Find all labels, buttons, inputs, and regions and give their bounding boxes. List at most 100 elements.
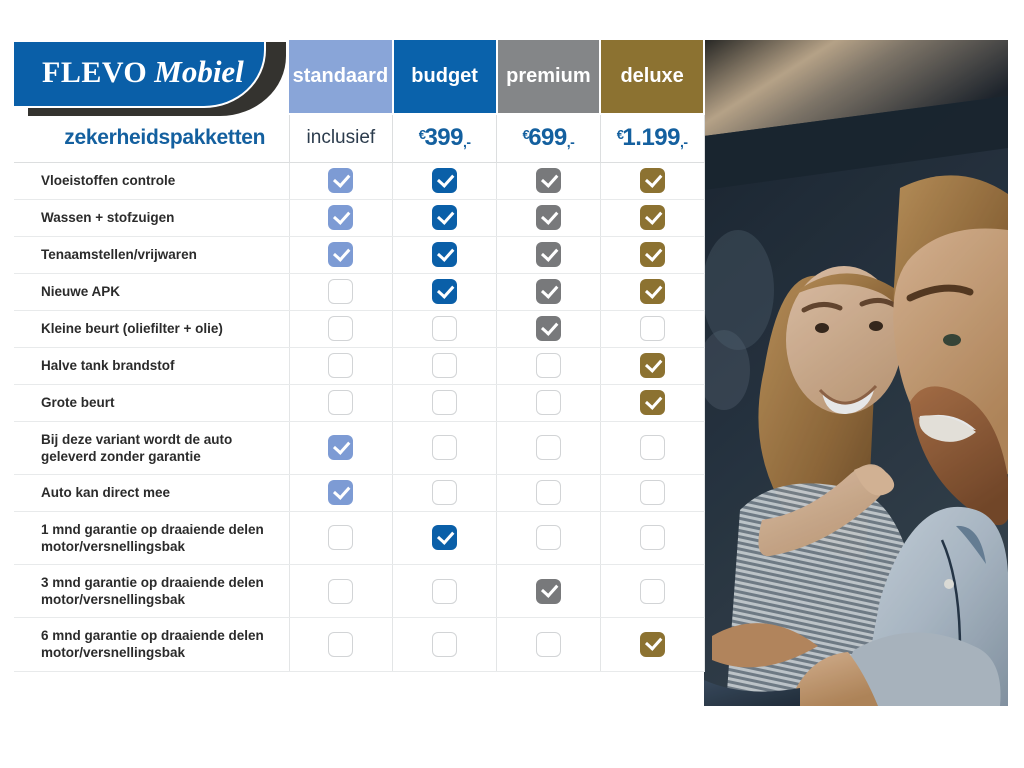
- checkbox-unchecked-icon[interactable]: [432, 480, 458, 506]
- checkbox-unchecked-icon[interactable]: [432, 390, 458, 415]
- feature-cell-budget[interactable]: [392, 199, 497, 237]
- checkbox-unchecked-icon[interactable]: [328, 578, 354, 604]
- checkbox-unchecked-icon[interactable]: [328, 316, 354, 341]
- feature-cell-standaard[interactable]: [289, 421, 394, 475]
- checkbox-checked-icon[interactable]: [535, 242, 561, 267]
- feature-cell-deluxe[interactable]: [600, 421, 705, 475]
- feature-cell-standaard[interactable]: [289, 384, 394, 422]
- feature-cell-deluxe[interactable]: [600, 162, 705, 200]
- checkbox-unchecked-icon[interactable]: [432, 631, 458, 657]
- feature-cell-standaard[interactable]: [289, 273, 394, 311]
- package-header-standaard[interactable]: standaard: [289, 40, 394, 115]
- feature-cell-deluxe[interactable]: [600, 199, 705, 237]
- checkbox-unchecked-icon[interactable]: [535, 390, 561, 415]
- feature-cell-premium[interactable]: [496, 310, 601, 348]
- checkbox-checked-icon[interactable]: [639, 353, 665, 378]
- checkbox-checked-icon[interactable]: [432, 168, 458, 193]
- checkbox-unchecked-icon[interactable]: [639, 525, 665, 551]
- feature-cell-deluxe[interactable]: [600, 347, 705, 385]
- feature-cell-budget[interactable]: [392, 474, 497, 512]
- feature-cell-deluxe[interactable]: [600, 236, 705, 274]
- checkbox-unchecked-icon[interactable]: [535, 525, 561, 551]
- feature-cell-premium[interactable]: [496, 511, 601, 566]
- checkbox-checked-icon[interactable]: [328, 480, 354, 506]
- feature-cell-budget[interactable]: [392, 384, 497, 422]
- feature-cell-budget[interactable]: [392, 347, 497, 385]
- feature-cell-premium[interactable]: [496, 199, 601, 237]
- checkbox-checked-icon[interactable]: [328, 435, 354, 461]
- feature-cell-standaard[interactable]: [289, 162, 394, 200]
- checkbox-checked-icon[interactable]: [639, 631, 665, 657]
- checkbox-checked-icon[interactable]: [432, 279, 458, 304]
- checkbox-unchecked-icon[interactable]: [432, 435, 458, 461]
- feature-cell-premium[interactable]: [496, 347, 601, 385]
- checkbox-checked-icon[interactable]: [432, 242, 458, 267]
- checkbox-unchecked-icon[interactable]: [328, 353, 354, 378]
- feature-cell-premium[interactable]: [496, 162, 601, 200]
- checkbox-unchecked-icon[interactable]: [432, 316, 458, 341]
- feature-cell-standaard[interactable]: [289, 564, 394, 619]
- feature-cell-premium[interactable]: [496, 474, 601, 512]
- package-header-deluxe[interactable]: deluxe: [600, 40, 705, 115]
- checkbox-checked-icon[interactable]: [432, 525, 458, 551]
- checkbox-unchecked-icon[interactable]: [328, 525, 354, 551]
- checkbox-checked-icon[interactable]: [535, 316, 561, 341]
- checkbox-unchecked-icon[interactable]: [639, 435, 665, 461]
- checkbox-checked-icon[interactable]: [639, 279, 665, 304]
- checkbox-checked-icon[interactable]: [535, 578, 561, 604]
- checkbox-unchecked-icon[interactable]: [535, 631, 561, 657]
- feature-cell-budget[interactable]: [392, 617, 497, 672]
- feature-cell-deluxe[interactable]: [600, 511, 705, 566]
- checkbox-checked-icon[interactable]: [639, 168, 665, 193]
- checkbox-unchecked-icon[interactable]: [328, 631, 354, 657]
- feature-cell-premium[interactable]: [496, 617, 601, 672]
- feature-cell-standaard[interactable]: [289, 474, 394, 512]
- feature-cell-deluxe[interactable]: [600, 617, 705, 672]
- feature-cell-budget[interactable]: [392, 162, 497, 200]
- feature-cell-standaard[interactable]: [289, 511, 394, 566]
- checkbox-unchecked-icon[interactable]: [639, 480, 665, 506]
- checkbox-unchecked-icon[interactable]: [535, 353, 561, 378]
- checkbox-checked-icon[interactable]: [328, 205, 354, 230]
- checkbox-checked-icon[interactable]: [328, 168, 354, 193]
- feature-cell-deluxe[interactable]: [600, 310, 705, 348]
- checkbox-checked-icon[interactable]: [639, 390, 665, 415]
- feature-cell-premium[interactable]: [496, 236, 601, 274]
- checkbox-unchecked-icon[interactable]: [535, 480, 561, 506]
- feature-cell-budget[interactable]: [392, 236, 497, 274]
- checkbox-checked-icon[interactable]: [535, 279, 561, 304]
- checkbox-checked-icon[interactable]: [639, 242, 665, 267]
- package-header-premium[interactable]: premium: [496, 40, 602, 115]
- checkbox-unchecked-icon[interactable]: [535, 435, 561, 461]
- checkbox-checked-icon[interactable]: [639, 205, 665, 230]
- checkbox-checked-icon[interactable]: [432, 205, 458, 230]
- feature-cell-deluxe[interactable]: [600, 474, 705, 512]
- checkbox-unchecked-icon[interactable]: [328, 390, 354, 415]
- checkbox-unchecked-icon[interactable]: [639, 578, 665, 604]
- checkbox-unchecked-icon[interactable]: [328, 279, 354, 304]
- checkbox-checked-icon[interactable]: [535, 168, 561, 193]
- feature-cell-budget[interactable]: [392, 564, 497, 619]
- feature-cell-budget[interactable]: [392, 511, 497, 566]
- feature-cell-deluxe[interactable]: [600, 384, 705, 422]
- feature-cell-standaard[interactable]: [289, 236, 394, 274]
- feature-cell-premium[interactable]: [496, 421, 601, 475]
- feature-cell-standaard[interactable]: [289, 347, 394, 385]
- feature-cell-budget[interactable]: [392, 421, 497, 475]
- feature-cell-deluxe[interactable]: [600, 273, 705, 311]
- checkbox-unchecked-icon[interactable]: [432, 353, 458, 378]
- feature-cell-standaard[interactable]: [289, 199, 394, 237]
- feature-cell-budget[interactable]: [392, 310, 497, 348]
- feature-cell-premium[interactable]: [496, 273, 601, 311]
- checkbox-checked-icon[interactable]: [535, 205, 561, 230]
- feature-cell-standaard[interactable]: [289, 617, 394, 672]
- package-header-budget[interactable]: budget: [392, 40, 498, 115]
- feature-cell-premium[interactable]: [496, 564, 601, 619]
- checkbox-checked-icon[interactable]: [328, 242, 354, 267]
- feature-cell-premium[interactable]: [496, 384, 601, 422]
- checkbox-unchecked-icon[interactable]: [639, 316, 665, 341]
- feature-cell-deluxe[interactable]: [600, 564, 705, 619]
- feature-cell-standaard[interactable]: [289, 310, 394, 348]
- checkbox-unchecked-icon[interactable]: [432, 578, 458, 604]
- feature-cell-budget[interactable]: [392, 273, 497, 311]
